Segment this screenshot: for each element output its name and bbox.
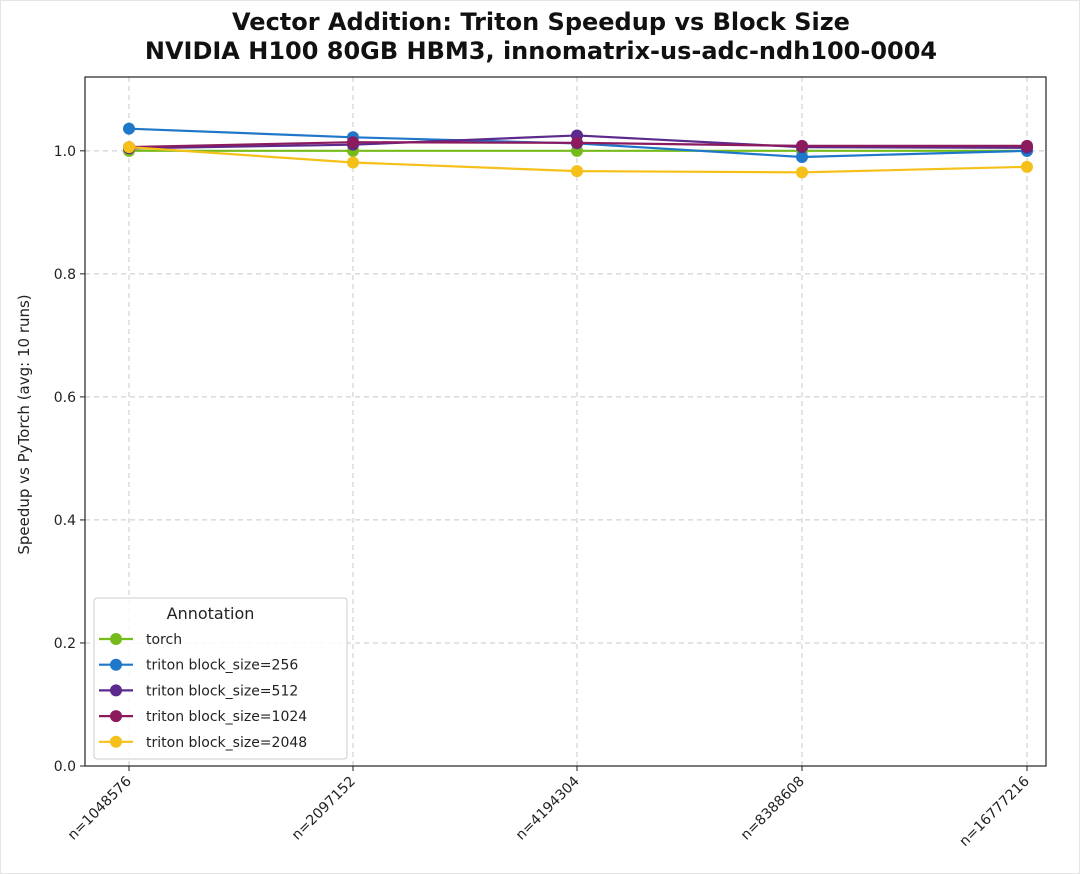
data-point: [123, 122, 135, 135]
legend-marker: [110, 735, 122, 748]
y-tick-label: 0.4: [54, 513, 76, 529]
legend-marker: [110, 633, 122, 645]
data-point: [796, 150, 808, 163]
legend-label: triton block_size=1024: [146, 709, 307, 725]
x-tick-label: n=1048576: [65, 773, 135, 843]
legend-title: Annotation: [167, 604, 255, 623]
data-point: [347, 156, 359, 169]
chart-title: Vector Addition: Triton Speedup vs Block…: [232, 8, 850, 36]
legend-marker: [110, 658, 122, 671]
data-point: [1021, 160, 1033, 173]
legend: Annotation torch triton block_size=256trit…: [93, 597, 348, 760]
x-tick-label: n=4194304: [513, 773, 583, 843]
legend-label: triton block_size=512: [146, 683, 298, 699]
data-point: [571, 136, 583, 149]
legend-item: triton block_size=1024: [99, 709, 307, 725]
y-tick-label: 0.2: [54, 636, 76, 652]
series-layer: [123, 122, 1033, 179]
legend-box: [93, 597, 348, 760]
legend-label: triton block_size=256: [146, 658, 298, 674]
y-tick-label: 0.0: [54, 759, 76, 775]
chart-subtitle: NVIDIA H100 80GB HBM3, innomatrix-us-adc…: [145, 37, 937, 65]
y-tick-label: 0.6: [54, 390, 76, 406]
x-tick-label: n=8388608: [738, 774, 808, 844]
y-axis-label: Speedup vs PyTorch (avg: 10 runs): [15, 294, 33, 554]
legend-item: triton block_size=512: [99, 683, 298, 699]
legend-marker: [110, 710, 122, 723]
data-point: [796, 166, 808, 179]
data-point: [1021, 139, 1033, 152]
legend-item: torch: [99, 632, 182, 648]
legend-label: triton block_size=2048: [146, 735, 307, 751]
data-point: [347, 136, 359, 149]
x-tick-label: n=16777216: [957, 773, 1033, 849]
x-tick-label: n=2097152: [289, 774, 359, 844]
legend-item: triton block_size=2048: [99, 735, 307, 751]
data-point: [123, 141, 135, 154]
plot-area: [84, 76, 1047, 767]
legend-label: torch: [146, 632, 182, 648]
data-point: [796, 139, 808, 152]
series-4: [123, 141, 1033, 179]
legend-marker: [110, 684, 122, 697]
y-tick-label: 1.0: [54, 144, 76, 160]
y-tick-label: 0.8: [54, 267, 76, 283]
legend-item: triton block_size=256: [99, 658, 298, 674]
data-point: [571, 165, 583, 178]
